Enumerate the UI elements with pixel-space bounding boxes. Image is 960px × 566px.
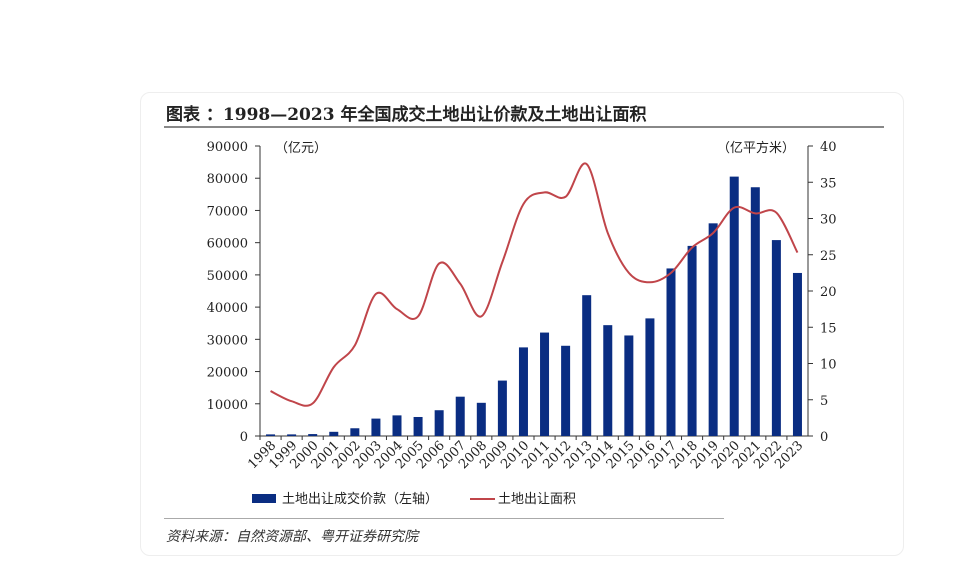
bar-2001: [329, 431, 339, 436]
left-tick-label: 40000: [207, 301, 248, 316]
legend-bar-swatch: [252, 494, 276, 503]
bar-2014: [603, 325, 613, 436]
bar-2018: [687, 245, 697, 436]
bar-2017: [666, 268, 676, 436]
bar-2008: [476, 402, 486, 436]
bar-2011: [540, 332, 550, 436]
legend-bar-label: 土地出让成交价款（左轴）: [282, 491, 438, 507]
source-divider: [164, 518, 724, 519]
chart-title: 图表 ：1998—2023 年全国成交土地出让价款及土地出让面积: [166, 105, 647, 125]
right-tick-label: 40: [820, 140, 837, 155]
right-tick-label: 10: [820, 358, 837, 373]
bar-2022: [771, 240, 781, 436]
bar-2005: [413, 416, 423, 436]
bar-2000: [308, 434, 318, 436]
bar-2015: [624, 335, 634, 436]
bar-2003: [371, 418, 381, 436]
bar-2012: [561, 345, 571, 436]
source-note: 资料来源：自然资源部、粤开证券研究院: [166, 529, 418, 545]
bar-2004: [392, 415, 402, 436]
left-tick-label: 20000: [207, 366, 248, 381]
area-line: [270, 162, 799, 407]
bar-1999: [287, 434, 297, 436]
bar-2007: [455, 396, 465, 436]
right-tick-label: 5: [820, 394, 828, 409]
right-tick-label: 35: [820, 176, 837, 191]
bar-2023: [792, 272, 802, 436]
right-tick-label: 0: [820, 430, 828, 445]
left-tick-label: 70000: [207, 204, 248, 219]
left-tick-label: 0: [240, 430, 248, 445]
right-tick-label: 15: [820, 321, 837, 336]
left-tick-label: 30000: [207, 333, 248, 348]
bar-2020: [729, 176, 739, 436]
left-tick-label: 10000: [207, 398, 248, 413]
bar-2013: [582, 295, 592, 436]
bar-2002: [350, 428, 360, 436]
bar-2009: [497, 380, 507, 436]
left-axis-label: （亿元）: [275, 141, 327, 156]
legend-line-label: 土地出让面积: [498, 492, 576, 507]
bar-2006: [434, 410, 444, 436]
left-tick-label: 90000: [207, 140, 248, 155]
right-tick-label: 30: [820, 213, 837, 228]
left-tick-label: 80000: [207, 172, 248, 187]
bar-2019: [708, 223, 718, 436]
right-tick-label: 20: [820, 285, 837, 300]
title-divider: [164, 126, 884, 128]
left-tick-label: 60000: [207, 237, 248, 252]
bar-2016: [645, 318, 655, 436]
left-tick-label: 50000: [207, 269, 248, 284]
right-axis-label: （亿平方米）: [717, 140, 795, 156]
bar-1998: [266, 434, 276, 436]
bar-2021: [750, 187, 760, 436]
bar-2010: [518, 347, 528, 436]
right-tick-label: 25: [820, 249, 837, 264]
